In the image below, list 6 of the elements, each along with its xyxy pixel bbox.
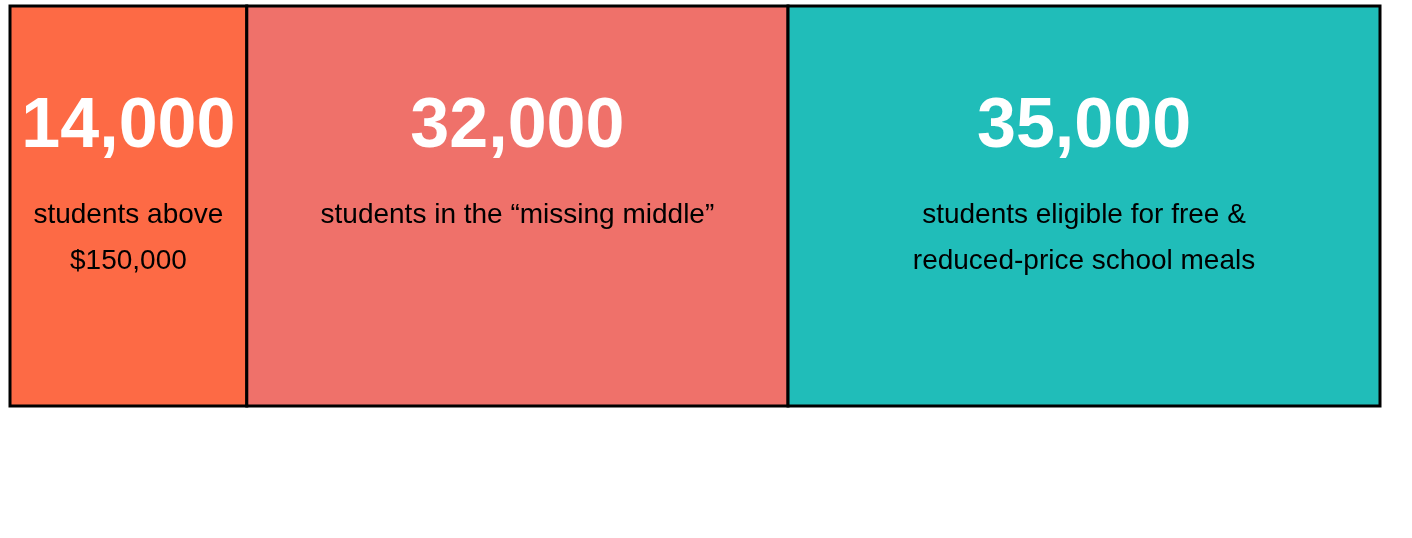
series-label: students above $150,000 <box>33 198 224 275</box>
data-label: 32,000 <box>410 84 625 162</box>
series-label: students eligible for free & reduced-price school meals <box>912 198 1256 275</box>
data-label: 35,000 <box>976 84 1192 162</box>
series-label: students in the “missing middle” <box>320 198 715 229</box>
data-label: 14,000 <box>21 84 236 162</box>
